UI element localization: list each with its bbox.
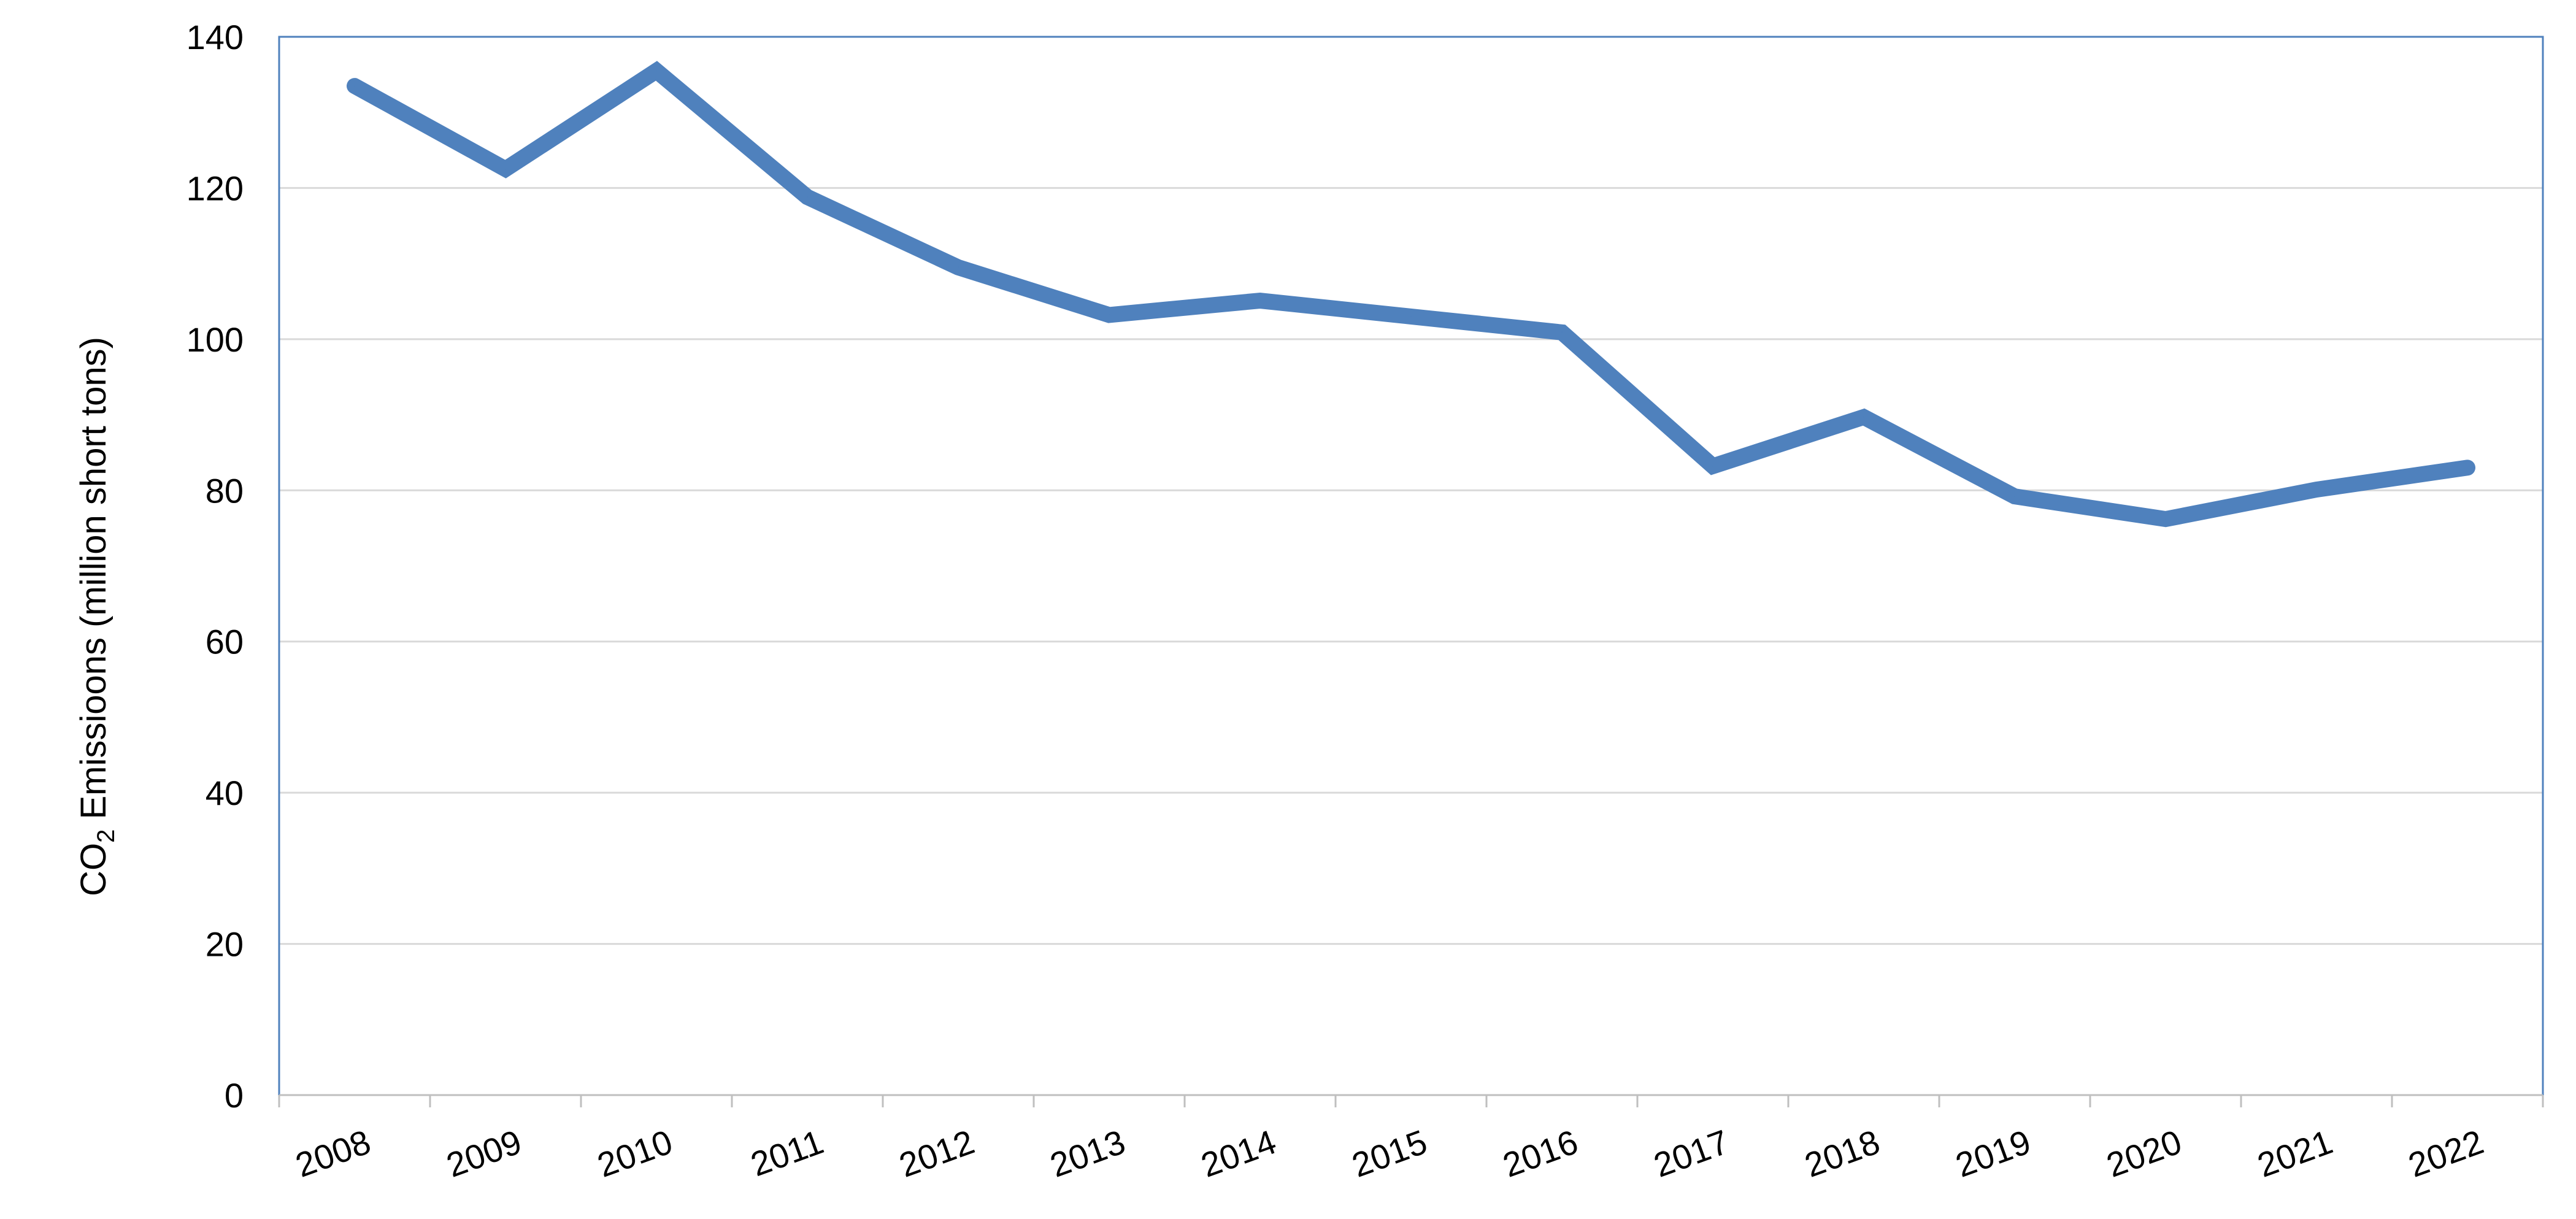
- y-tick-label: 20: [206, 925, 244, 964]
- y-axis-title-subscript: 2: [93, 829, 120, 843]
- x-tick-labels: 2008 2009 2010 2011 2012 2013 2014 2015 2016 2017…: [290, 1122, 2488, 1185]
- x-tick-label: 2019: [1950, 1122, 2036, 1185]
- y-tick-label: 100: [186, 320, 244, 359]
- x-tick-label: 2010: [592, 1122, 677, 1185]
- data-point: [958, 266, 959, 268]
- series-line: [347, 61, 2475, 528]
- data-point: [656, 70, 657, 72]
- x-tick-label: 2016: [1498, 1122, 1583, 1185]
- plot-border: [278, 36, 2544, 1096]
- y-tick-label: 40: [206, 774, 244, 812]
- x-tick-label: 2008: [290, 1122, 375, 1185]
- data-point: [1863, 416, 1864, 418]
- x-tick-label: 2017: [1648, 1122, 1734, 1185]
- y-tick-label: 120: [186, 169, 244, 207]
- data-point: [2467, 467, 2468, 469]
- y-axis-title-suffix: Emissioons (million short tons): [74, 337, 113, 829]
- x-tick-label: 2015: [1347, 1122, 1432, 1185]
- data-point: [354, 85, 355, 87]
- data-point: [1410, 315, 1412, 317]
- data-point: [807, 196, 808, 198]
- plot-frame: [278, 36, 2544, 1096]
- data-point: [2165, 518, 2166, 520]
- x-tick-label: 2011: [745, 1122, 828, 1183]
- data-point: [2316, 489, 2317, 491]
- y-axis-title-prefix: CO: [74, 843, 113, 896]
- x-tick-label: 2018: [1799, 1122, 1885, 1185]
- y-tick-label: 0: [225, 1076, 244, 1115]
- data-point: [1259, 300, 1261, 302]
- x-tick-label: 2022: [2403, 1122, 2488, 1185]
- y-axis-title: CO2 Emissioons (million short tons): [74, 337, 120, 896]
- y-tick-label: 140: [186, 18, 244, 56]
- x-tick-label: 2021: [2252, 1122, 2337, 1185]
- x-tick-label: 2013: [1045, 1122, 1130, 1185]
- data-point: [1712, 465, 1713, 467]
- x-tick-label: 2014: [1196, 1122, 1281, 1185]
- data-point: [505, 168, 506, 170]
- y-tick-label: 80: [206, 471, 244, 510]
- x-tick-label: 2012: [894, 1122, 979, 1185]
- data-point: [2014, 496, 2015, 498]
- gridlines: [279, 36, 2543, 945]
- y-tick-label: 60: [206, 623, 244, 661]
- data-point: [1561, 331, 1563, 333]
- x-tick-marks: [278, 1095, 2544, 1107]
- data-point: [1109, 314, 1110, 316]
- x-tick-label: 2020: [2101, 1122, 2186, 1185]
- y-tick-labels: 0 20 40 60 80 100 120 140: [186, 18, 244, 1115]
- series-layer: [347, 61, 2475, 528]
- x-tick-label: 2009: [441, 1122, 526, 1185]
